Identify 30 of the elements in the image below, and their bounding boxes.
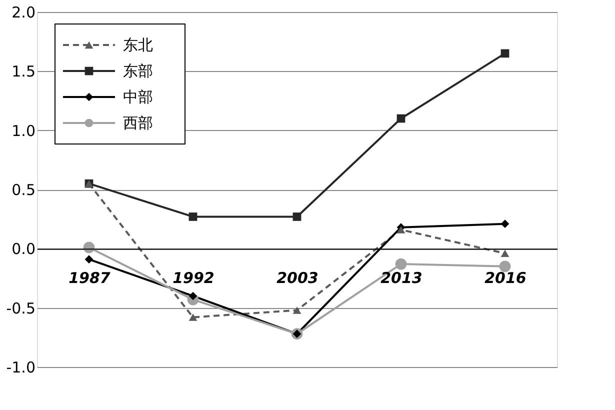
point bbox=[84, 255, 94, 264]
point bbox=[499, 260, 511, 272]
x-tick-label: 2003 bbox=[276, 269, 318, 288]
legend-label: 东部 bbox=[123, 62, 153, 80]
point bbox=[188, 314, 198, 321]
point bbox=[395, 258, 407, 270]
legend-label: 西部 bbox=[123, 114, 153, 132]
point bbox=[83, 242, 95, 254]
point bbox=[292, 306, 302, 314]
point bbox=[500, 49, 510, 58]
point bbox=[188, 212, 198, 221]
x-tick-label: 1992 bbox=[172, 269, 214, 288]
y-tick-label: -1.0 bbox=[6, 358, 36, 376]
y-tick-label: 1.5 bbox=[12, 62, 36, 81]
y-tick-label: -0.5 bbox=[6, 299, 36, 318]
point bbox=[292, 212, 302, 221]
point bbox=[500, 220, 510, 228]
y-tick-label: 0.5 bbox=[12, 181, 36, 199]
x-tick-label: 2016 bbox=[484, 269, 526, 288]
legend-label: 东北 bbox=[123, 36, 153, 54]
legend-label: 中部 bbox=[123, 88, 153, 106]
point bbox=[396, 226, 406, 234]
point bbox=[188, 292, 198, 300]
point bbox=[500, 250, 510, 258]
y-tick-label: 2.0 bbox=[12, 4, 36, 22]
point bbox=[396, 114, 406, 123]
x-tick-label: 2013 bbox=[380, 269, 422, 288]
y-tick-label: 1.0 bbox=[12, 122, 36, 140]
x-tick-label: 1987 bbox=[68, 269, 111, 288]
y-tick-label: 0.0 bbox=[12, 240, 36, 258]
